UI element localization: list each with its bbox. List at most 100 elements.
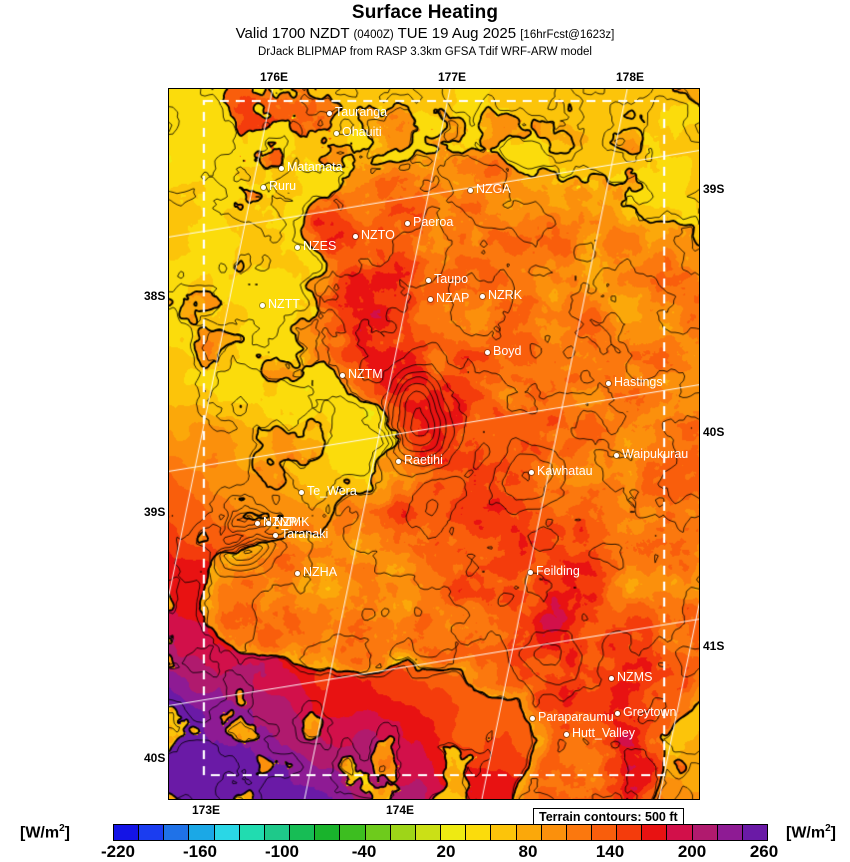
place-label-nztm: NZTM [348,367,383,381]
place-marker-nzha [295,571,300,576]
place-label-nzap: NZAP [436,291,470,305]
place-label-ruru: Ruru [269,179,297,193]
place-marker-feilding [528,570,533,575]
colorbar-swatch-6 [264,825,291,840]
colorbar-gradient [113,824,768,841]
place-label-paeroa: Paeroa [413,215,454,229]
colorbar-swatch-14 [466,825,492,840]
place-marker-nzap [428,297,433,302]
lat-label-right-1: 40S [703,425,725,439]
place-marker-nzrk [480,294,485,299]
lon-label-bottom-0: 173E [191,803,221,817]
place-label-paraparaumu: Paraparaumu [538,710,614,724]
terrain-contour-legend: Terrain contours: 500 ft [533,808,684,827]
place-label-hutt_valley: Hutt_Valley [572,726,635,740]
place-marker-nztt [260,303,265,308]
surface-heating-raster [169,89,699,799]
place-marker-nzmk [266,521,271,526]
place-marker-taupo [426,278,431,283]
colorbar-swatch-16 [516,825,542,840]
colorbar-swatch-5 [239,825,265,840]
place-marker-kawhatau [529,470,534,475]
model-description: DrJack BLIPMAP from RASP 3.3km GFSA Tdif… [257,46,592,58]
lon-label-top-1: 177E [437,70,467,84]
lon-label-top-2: 178E [615,70,645,84]
colorbar-swatch-12 [415,825,442,840]
colorbar-swatch-25 [742,825,768,840]
colorbar-swatch-10 [365,825,391,840]
place-label-nzmk: NZMK [274,515,310,529]
colorbar-swatch-2 [164,825,190,840]
place-marker-taranaki [273,533,278,538]
lat-label-left-2: 40S [144,751,166,765]
colorbar-swatch-23 [692,825,718,840]
place-marker-greytown [615,711,620,716]
place-marker-nzga [468,188,473,193]
colorbar-unit-right: [W/m2] [786,823,836,842]
place-label-nzms: NZMS [617,670,653,684]
place-marker-ruru [261,185,266,190]
place-marker-hastings [606,381,611,386]
place-label-nzes: NZES [303,239,337,253]
colorbar-swatch-20 [617,825,643,840]
place-marker-tauranga [327,111,332,116]
place-marker-nzms [609,676,614,681]
colorbar-swatch-7 [290,825,316,840]
lon-label-bottom-1: 174E [385,803,415,817]
place-label-kawhatau: Kawhatau [537,464,593,478]
place-marker-paraparaumu [530,716,535,721]
place-label-hastings: Hastings [614,375,663,389]
place-marker-ohauiti [334,131,339,136]
colorbar-swatch-13 [441,825,467,840]
colorbar-swatch-21 [642,825,668,840]
place-label-nztt: NZTT [268,297,300,311]
place-label-waipukurau: Waipukurau [622,447,689,461]
place-marker-matamata [279,166,284,171]
place-marker-hutt_valley [564,732,569,737]
page-title: Surface Heating [351,2,499,23]
colorbar-swatch-0 [114,825,140,840]
lat-label-left-1: 39S [144,505,166,519]
lat-label-left-0: 38S [144,289,166,303]
lat-label-right-0: 39S [703,182,725,196]
colorbar-swatch-3 [189,825,215,840]
colorbar-tick-4: 20 [436,842,456,861]
place-marker-nzto [353,234,358,239]
colorbar-tick-6: 140 [595,842,625,861]
place-label-greytown: Greytown [623,705,677,719]
colorbar-tick-2: -100 [264,842,300,861]
place-label-matamata: Matamata [287,160,343,174]
colorbar-swatch-24 [717,825,743,840]
colorbar-swatch-9 [340,825,366,840]
colorbar-tick-8: 260 [749,842,779,861]
colorbar-swatch-18 [566,825,592,840]
place-label-nzrk: NZRK [488,288,523,302]
valid-time-utc: (0400Z) [353,29,394,41]
valid-time-local: Valid 1700 NZDT [235,25,350,42]
colorbar-tick-5: 80 [518,842,538,861]
colorbar-swatch-22 [667,825,693,840]
place-label-tauranga: Tauranga [335,105,388,119]
place-label-raetihi: Raetihi [404,453,443,467]
place-marker-boyd [485,350,490,355]
place-marker-nztm [340,373,345,378]
lat-label-right-2: 41S [703,639,725,653]
place-marker-paeroa [405,221,410,226]
colorbar-swatch-11 [390,825,416,840]
colorbar-tick-1: -160 [182,842,218,861]
colorbar-swatch-1 [139,825,165,840]
place-label-taupo: Taupo [434,272,469,286]
colorbar-swatch-4 [214,825,240,840]
map-plot-area[interactable] [168,88,700,800]
valid-time-line: Valid 1700 NZDT (0400Z) TUE 19 Aug 2025 … [0,24,850,45]
colorbar-swatch-19 [591,825,618,840]
place-label-ohauiti: Ohauiti [342,125,382,139]
place-label-boyd: Boyd [493,344,522,358]
place-label-nzto: NZTO [361,228,395,242]
colorbar-tick-3: -40 [351,842,377,861]
place-marker-nzes [295,245,300,250]
forecast-tag: [16hrFcst@1623z] [520,29,615,41]
header-block: Surface Heating Valid 1700 NZDT (0400Z) … [0,2,850,60]
place-label-taranaki: Taranaki [281,527,329,541]
colorbar-unit-left: [W/m2] [20,823,70,842]
